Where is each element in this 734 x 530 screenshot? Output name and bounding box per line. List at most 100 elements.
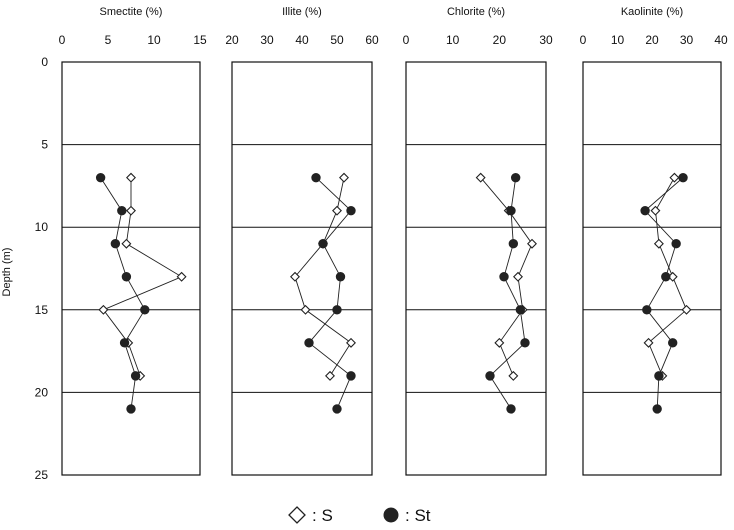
x-tick-label: 30: [260, 33, 274, 47]
panel-title: Smectite (%): [100, 6, 163, 18]
x-tick-label: 5: [105, 33, 112, 47]
marker-st: [346, 371, 356, 381]
depth-axis-ticks: 0 5 10 15 20 25: [35, 55, 49, 482]
x-tick-label: 40: [295, 33, 309, 47]
legend-st-label: : St: [405, 506, 431, 525]
marker-st: [121, 272, 132, 282]
panel-frame: [61, 61, 201, 476]
marker-st: [506, 404, 516, 414]
marker-st: [95, 172, 106, 183]
panel-4: Kaolinite (%) 0 10 20 30 40: [580, 6, 728, 476]
panel-frame: [405, 61, 547, 476]
marker-st: [485, 371, 495, 381]
marker-s: [475, 172, 486, 183]
panel-3: Chlorite (%) 0 10 20 30: [403, 6, 553, 476]
marker-s: [121, 238, 132, 249]
marker-s: [346, 337, 356, 348]
depth-tick-label: 10: [35, 220, 49, 234]
marker-s: [653, 238, 664, 249]
series-line-st: [308, 177, 352, 410]
x-tick-label: 50: [330, 33, 344, 47]
panel-frame: [231, 61, 373, 476]
panel-title: Illite (%): [282, 6, 322, 18]
x-tick-label: 20: [493, 33, 507, 47]
marker-st: [640, 205, 650, 216]
panel-frame: [582, 61, 722, 476]
legend-s-marker: [288, 506, 306, 524]
legend-st-marker: [383, 507, 399, 523]
x-tick-label: 30: [539, 33, 553, 47]
marker-s: [339, 172, 349, 183]
depth-tick-label: 20: [35, 385, 49, 399]
marker-st: [654, 371, 664, 381]
marker-st: [117, 205, 127, 216]
series-line-st: [489, 177, 526, 410]
marker-s: [126, 205, 136, 216]
depth-tick-label: 5: [41, 138, 48, 152]
marker-s: [176, 271, 187, 282]
marker-st: [311, 172, 321, 183]
depth-tick-label: 25: [35, 468, 49, 482]
marker-st: [652, 404, 662, 414]
marker-st: [510, 172, 521, 183]
marker-s: [494, 337, 505, 348]
marker-s: [527, 238, 537, 249]
marker-s: [508, 370, 519, 381]
marker-s: [325, 370, 335, 381]
marker-s: [332, 205, 342, 216]
legend-s-label: : S: [312, 506, 333, 525]
marker-st: [642, 305, 652, 315]
marker-st: [508, 239, 519, 249]
marker-st: [318, 239, 328, 249]
marker-st: [668, 338, 678, 348]
marker-s: [126, 172, 136, 183]
marker-st: [671, 239, 681, 249]
marker-s: [300, 304, 311, 315]
marker-s: [650, 205, 661, 216]
x-tick-label: 20: [645, 33, 659, 47]
marker-st: [119, 338, 130, 348]
x-tick-label: 0: [59, 33, 66, 47]
x-tick-label: 0: [580, 33, 587, 47]
marker-st: [678, 172, 688, 183]
x-tick-label: 10: [611, 33, 625, 47]
series-line-st: [100, 177, 146, 409]
marker-st: [110, 239, 121, 249]
marker-s: [681, 304, 692, 315]
marker-st: [499, 272, 509, 282]
panel-title: Kaolinite (%): [621, 6, 683, 18]
marker-st: [304, 338, 314, 348]
marker-s: [669, 172, 680, 183]
panels: Smectite (%) 0 5 10 15 Illite (%) 20 30 40 50 60 Ch…: [59, 6, 728, 476]
marker-st: [140, 305, 150, 315]
x-tick-label: 10: [446, 33, 460, 47]
x-tick-label: 30: [680, 33, 694, 47]
panel-1: Smectite (%) 0 5 10 15: [59, 6, 207, 476]
panel-2: Illite (%) 20 30 40 50 60: [225, 6, 379, 476]
marker-st: [346, 205, 356, 216]
marker-st: [126, 404, 136, 414]
series-line-s: [102, 177, 183, 377]
panel-title: Chlorite (%): [447, 6, 505, 18]
marker-st: [332, 305, 342, 315]
marker-st: [515, 305, 526, 315]
series-line-st: [644, 177, 684, 409]
marker-st: [130, 371, 141, 381]
x-tick-label: 0: [403, 33, 410, 47]
marker-s: [98, 304, 109, 315]
marker-st: [332, 404, 342, 414]
x-tick-label: 15: [193, 33, 207, 47]
depth-tick-label: 15: [35, 303, 49, 317]
x-tick-label: 40: [714, 33, 728, 47]
marker-s: [290, 271, 300, 282]
legend: : S : St: [288, 506, 431, 525]
marker-st: [520, 338, 530, 348]
x-tick-label: 60: [365, 33, 379, 47]
marker-s: [643, 337, 654, 348]
marker-st: [506, 205, 516, 216]
depth-axis-label: Depth (m): [1, 248, 13, 297]
marker-st: [661, 272, 671, 282]
depth-tick-label: 0: [41, 55, 48, 69]
marker-s: [513, 271, 523, 282]
